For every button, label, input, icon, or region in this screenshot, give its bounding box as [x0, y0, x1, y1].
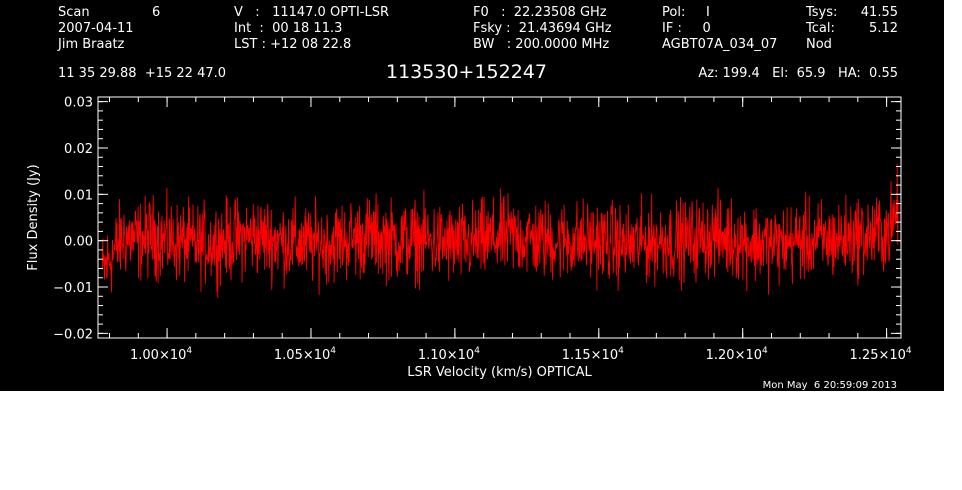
spectrum-panel: Scan 6 2007-04-11 Jim Braatz V : 11147.0…	[0, 0, 944, 391]
observer-name: Jim Braatz	[58, 37, 125, 52]
if-number: IF : 0	[662, 21, 711, 36]
spectrum-trace	[101, 163, 899, 298]
bandwidth: BW : 200.0000 MHz	[473, 37, 610, 52]
scan-label: Scan	[58, 5, 90, 20]
velocity-readout: V : 11147.0 OPTI-LSR	[234, 5, 390, 20]
y-tick-label: −0.01	[53, 281, 93, 296]
az-el-ha-readout: Az: 199.4 El: 65.9 HA: 0.55	[698, 66, 898, 81]
tcal-label: Tcal:	[806, 21, 835, 36]
x-axis-label: LSR Velocity (km/s) OPTICAL	[407, 365, 592, 380]
tsys-value: 41.55	[860, 5, 898, 20]
y-tick-label: 0.03	[64, 96, 93, 111]
plot-frame	[97, 96, 902, 339]
x-tick-label: 1.10×104	[418, 346, 480, 363]
plot-timestamp: Mon May 6 20:59:09 2013	[762, 380, 897, 391]
x-tick-label: 1.25×104	[850, 346, 912, 363]
tcal-value: 5.12	[869, 21, 898, 36]
procedure-name: Nod	[806, 37, 832, 52]
y-axis-label: Flux Density (Jy)	[26, 164, 41, 270]
x-tick-label: 1.15×104	[562, 346, 624, 363]
polarization: Pol: I	[662, 5, 710, 20]
lst-readout: LST : +12 08 22.8	[234, 37, 352, 52]
y-tick-label: 0.00	[64, 235, 93, 250]
integration-time: Int : 00 18 11.3	[234, 21, 343, 36]
observation-date: 2007-04-11	[58, 21, 134, 36]
source-name: 113530+152247	[386, 61, 547, 83]
x-tick-label: 1.05×104	[274, 346, 336, 363]
y-tick-label: −0.02	[53, 327, 93, 342]
x-tick-label: 1.00×104	[130, 346, 192, 363]
spectrum-chart: −0.02 −0.01 0.00 0.01 0.02 0.03 1.00×104 1.05×1…	[26, 96, 912, 380]
sky-frequency: Fsky : 21.43694 GHz	[473, 21, 612, 36]
rest-frequency: F0 : 22.23508 GHz	[473, 5, 607, 20]
x-tick-label: 1.20×104	[706, 346, 768, 363]
project-id: AGBT07A_034_07	[662, 37, 778, 52]
y-tick-label: 0.02	[64, 142, 93, 157]
tsys-label: Tsys:	[806, 5, 838, 20]
scan-value: 6	[152, 5, 161, 20]
source-coordinates: 11 35 29.88 +15 22 47.0	[58, 66, 227, 81]
y-tick-label: 0.01	[64, 188, 93, 203]
